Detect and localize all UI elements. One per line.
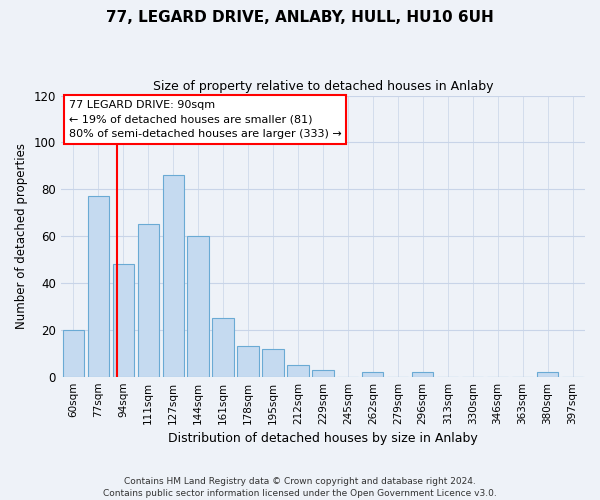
Bar <box>412 372 433 376</box>
Text: 77 LEGARD DRIVE: 90sqm
← 19% of detached houses are smaller (81)
80% of semi-det: 77 LEGARD DRIVE: 90sqm ← 19% of detached… <box>68 100 341 140</box>
Bar <box>137 224 159 376</box>
Bar <box>537 372 558 376</box>
Bar <box>212 318 233 376</box>
Bar <box>88 196 109 376</box>
Text: 77, LEGARD DRIVE, ANLABY, HULL, HU10 6UH: 77, LEGARD DRIVE, ANLABY, HULL, HU10 6UH <box>106 10 494 25</box>
X-axis label: Distribution of detached houses by size in Anlaby: Distribution of detached houses by size … <box>168 432 478 445</box>
Bar <box>163 175 184 376</box>
Bar <box>287 365 308 376</box>
Bar <box>262 348 284 376</box>
Bar <box>362 372 383 376</box>
Title: Size of property relative to detached houses in Anlaby: Size of property relative to detached ho… <box>152 80 493 93</box>
Y-axis label: Number of detached properties: Number of detached properties <box>15 143 28 329</box>
Bar <box>113 264 134 376</box>
Bar <box>62 330 84 376</box>
Bar <box>312 370 334 376</box>
Bar <box>238 346 259 376</box>
Text: Contains HM Land Registry data © Crown copyright and database right 2024.
Contai: Contains HM Land Registry data © Crown c… <box>103 476 497 498</box>
Bar <box>187 236 209 376</box>
